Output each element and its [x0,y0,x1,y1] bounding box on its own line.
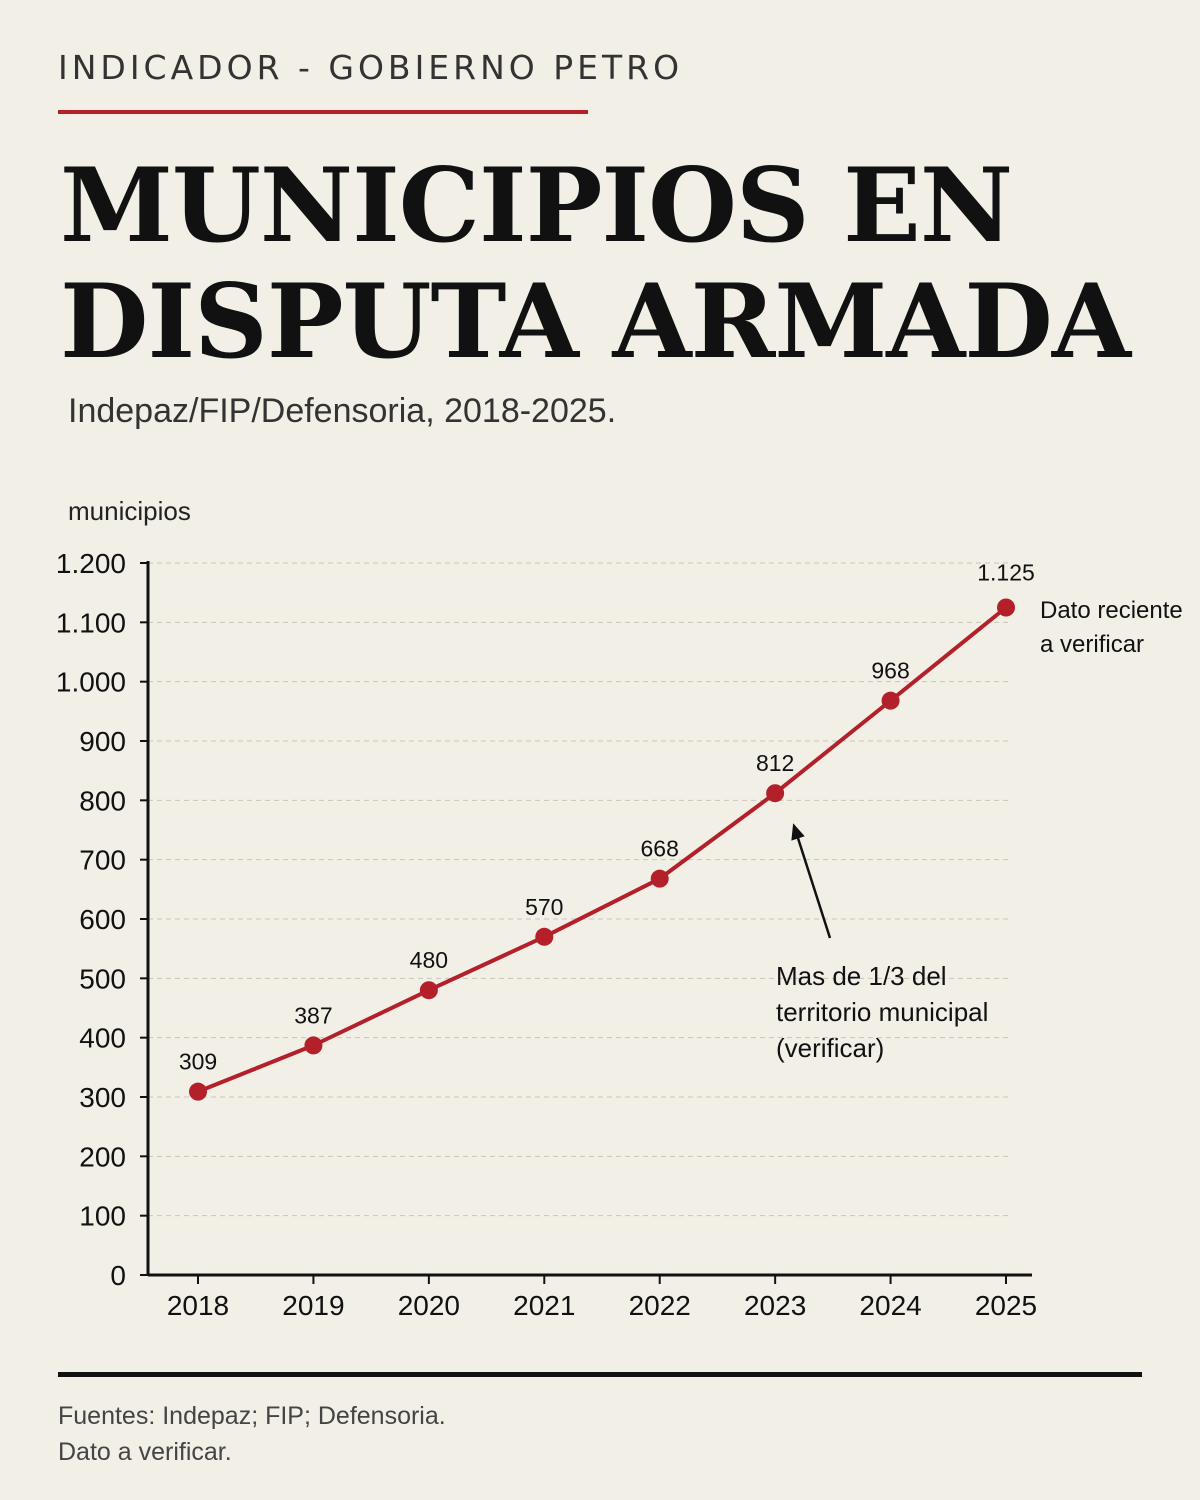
y-tick-label: 600 [79,904,126,935]
y-tick-label: 800 [79,785,126,816]
x-tick-label: 2021 [513,1290,575,1321]
annotation-arrow-line [793,828,832,939]
y-axis-label: municipios [68,496,191,526]
data-label: 387 [294,1002,332,1028]
y-tick-label: 400 [79,1023,126,1054]
footer-note: Dato a verificar. [58,1438,232,1466]
annotation-text: territorio municipal [776,997,988,1027]
annotation-text: Mas de 1/3 del [776,961,947,991]
x-tick-label: 2023 [744,1290,806,1321]
y-tick-label: 1.000 [56,667,126,698]
annotation-text: (verificar) [776,1033,884,1063]
data-point [304,1036,323,1055]
kicker-underline [58,110,588,114]
x-tick-label: 2024 [859,1290,921,1321]
data-label: 968 [871,658,909,684]
data-point [881,691,900,710]
data-label: 812 [756,750,794,776]
x-tick-label: 2025 [975,1290,1037,1321]
x-tick-label: 2019 [282,1290,344,1321]
subtitle: Indepaz/FIP/Defensoria, 2018-2025. [68,392,617,430]
series-line [197,605,1008,1094]
title-line-2: DISPUTA ARMADA [60,262,1131,382]
y-tick-label: 1.200 [56,548,126,579]
title-line-1: MUNICIPIOS EN [60,146,1013,266]
footer-sources: Fuentes: Indepaz; FIP; Defensoria. [58,1402,446,1430]
data-label: 668 [641,836,679,862]
y-tick-label: 500 [79,963,126,994]
kicker-label: INDICADOR - GOBIERNO PETRO [58,48,684,87]
annotation-text: a verificar [1040,631,1144,658]
footer-rule [58,1372,1142,1377]
y-tick-label: 700 [79,845,126,876]
y-tick-label: 0 [110,1260,126,1291]
annotation-text: Dato reciente [1040,597,1183,624]
data-point [189,1082,207,1101]
data-label: 309 [179,1049,217,1075]
data-label: 480 [410,947,448,973]
y-tick-label: 100 [79,1201,126,1232]
annotation-arrowhead [791,823,805,841]
y-tick-label: 1.100 [56,607,126,638]
line-chart: municipios 0 100 200 300 400 500 600 700 800 900 1.… [56,496,1183,1321]
x-tick-label: 2020 [398,1290,460,1321]
data-point [419,981,438,1000]
data-label: 570 [525,894,563,920]
data-point [766,784,785,803]
x-tick-label: 2022 [629,1290,691,1321]
data-label: 1.125 [977,560,1035,586]
data-point [650,869,669,888]
data-point [535,927,554,946]
y-tick-label: 900 [79,726,126,757]
y-tick-label: 300 [79,1082,126,1113]
data-point [997,598,1015,617]
x-tick-label: 2018 [167,1290,229,1321]
y-tick-label: 200 [79,1141,126,1172]
page-title: MUNICIPIOS EN DISPUTA ARMADA [60,146,1131,382]
